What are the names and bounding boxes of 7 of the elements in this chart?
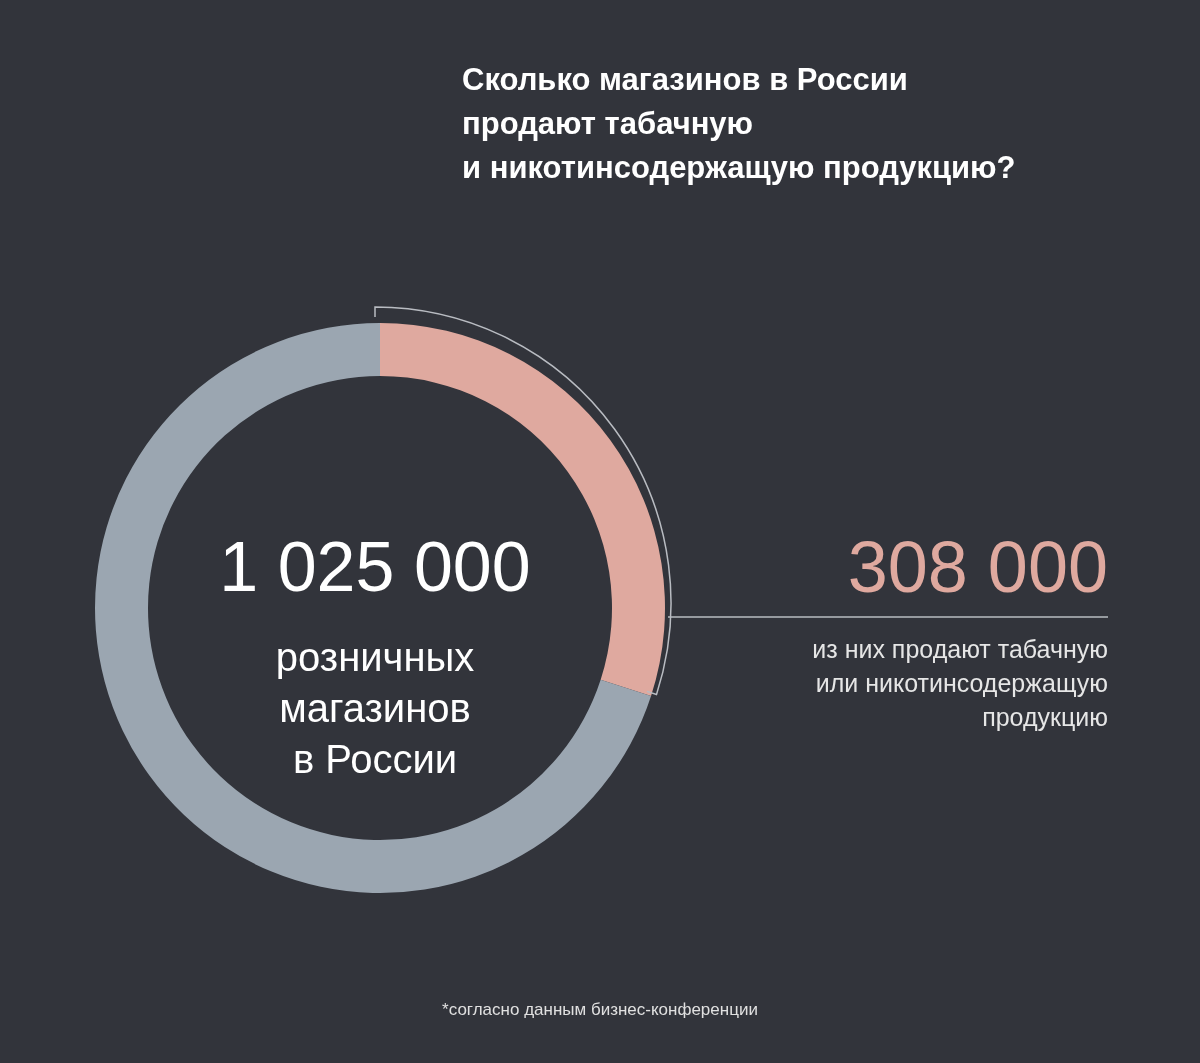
text: из них продают табачную или никотинсодержащую продукцию (811, 634, 1108, 733)
text: 308 000 (846, 526, 1108, 609)
text: 1 025 000 (218, 527, 532, 608)
text: *согласно данным бизнес-конференции (441, 1000, 759, 1020)
text: розничных магазинов в России (274, 634, 476, 783)
donut-slice (95, 323, 652, 893)
text: Сколько магазинов в России продают табачную и никотинсодержащую продукцию? (462, 61, 1017, 187)
